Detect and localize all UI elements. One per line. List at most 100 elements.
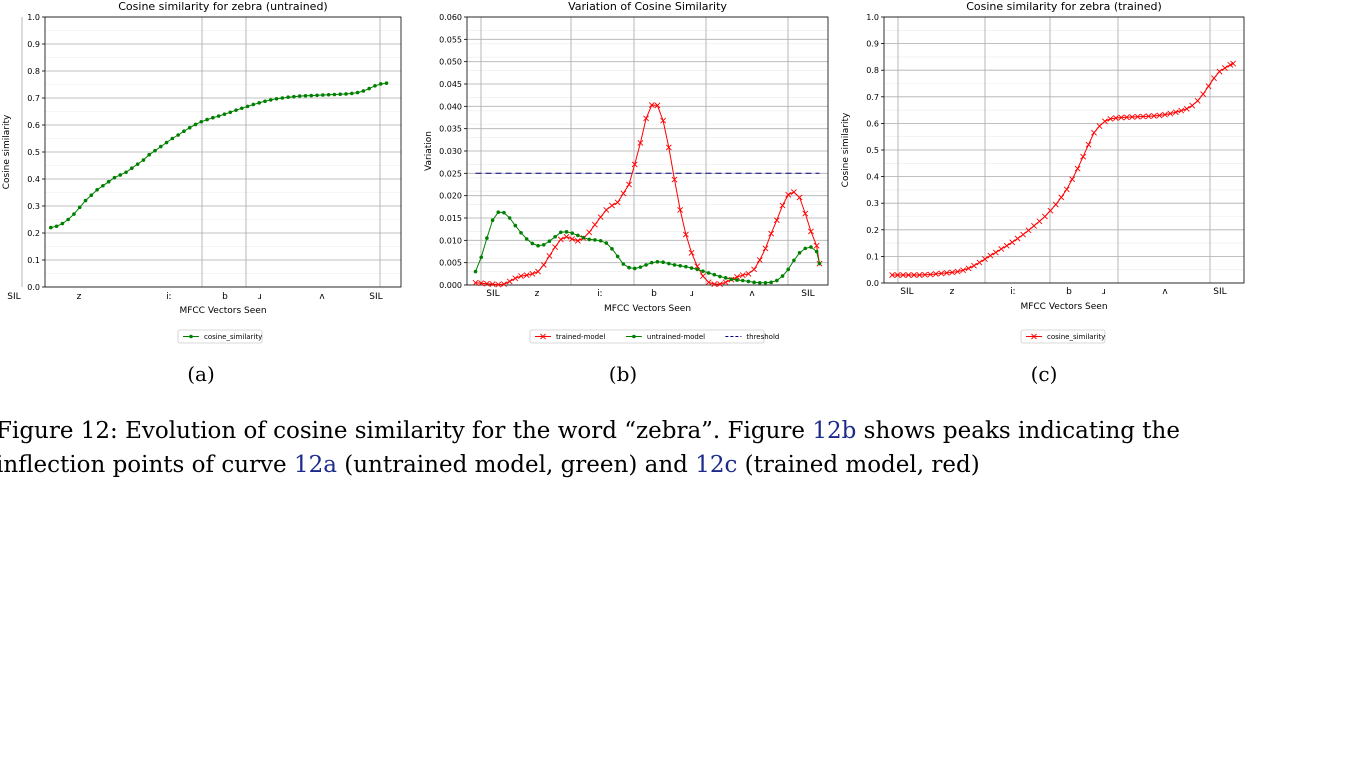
data-point xyxy=(672,263,677,267)
y-tick-label: 0.7 xyxy=(27,94,40,103)
caption-ref-12c[interactable]: 12c xyxy=(695,452,738,478)
data-point xyxy=(1009,239,1016,246)
data-point xyxy=(598,238,603,243)
caption-ref-12a[interactable]: 12a xyxy=(293,452,337,478)
data-point xyxy=(89,193,94,197)
data-point xyxy=(768,230,775,237)
data-point xyxy=(513,223,518,228)
data-point xyxy=(797,251,802,255)
data-point xyxy=(593,238,597,242)
data-point xyxy=(706,271,711,275)
data-point xyxy=(95,188,99,192)
legend-marker xyxy=(1031,333,1037,340)
data-point xyxy=(711,281,718,288)
y-tick-label: 1.0 xyxy=(27,13,40,22)
data-point xyxy=(792,258,796,263)
data-point xyxy=(355,90,360,95)
legend-marker xyxy=(189,334,193,339)
data-point xyxy=(479,255,484,260)
data-point xyxy=(240,106,244,111)
y-tick-label: 0.0 xyxy=(27,283,40,292)
data-point xyxy=(1096,123,1103,129)
data-point xyxy=(1003,242,1010,249)
data-point xyxy=(965,265,972,272)
y-tick-label: 1.0 xyxy=(866,13,879,22)
data-point xyxy=(378,82,383,86)
y-tick-label: 0.010 xyxy=(439,236,462,245)
data-point xyxy=(671,176,678,183)
chart-title: Cosine similarity for zebra (untrained) xyxy=(118,0,327,13)
data-point xyxy=(1052,201,1059,208)
x-tick-label: ʌ xyxy=(319,292,325,302)
data-point xyxy=(489,281,496,288)
data-point xyxy=(541,243,546,247)
data-point xyxy=(921,271,928,278)
data-point xyxy=(637,140,644,146)
data-point xyxy=(814,249,819,254)
x-tick-label: ɹ xyxy=(1102,287,1106,297)
data-point xyxy=(48,225,53,230)
data-point xyxy=(712,272,717,277)
data-point xyxy=(682,231,689,238)
data-point xyxy=(632,266,637,271)
data-point xyxy=(1041,213,1048,220)
data-point xyxy=(1194,97,1201,104)
caption-ref-12b[interactable]: 12b xyxy=(812,418,857,444)
caption-suffix: (trained model, red) xyxy=(737,452,980,478)
data-point xyxy=(187,125,192,130)
data-point xyxy=(507,216,512,220)
x-tick-label: ʌ xyxy=(1162,287,1168,297)
data-point xyxy=(587,237,592,242)
data-point xyxy=(361,89,366,93)
data-point xyxy=(297,94,302,98)
y-tick-label: 0.3 xyxy=(27,202,40,211)
data-point xyxy=(756,257,763,263)
chart-title: Variation of Cosine Similarity xyxy=(568,0,727,13)
data-point xyxy=(718,274,722,279)
data-point xyxy=(130,166,134,170)
y-tick-label: 0.015 xyxy=(439,214,462,223)
data-point xyxy=(540,261,547,268)
x-tick-label: b xyxy=(1066,287,1072,297)
data-point xyxy=(1118,114,1125,121)
data-point xyxy=(512,275,519,282)
series-trained-model xyxy=(472,102,823,288)
data-point xyxy=(501,281,507,288)
y-axis-label: Variation xyxy=(424,131,434,171)
data-point xyxy=(205,117,209,122)
y-axis-label: Cosine similarity xyxy=(2,114,12,189)
data-point xyxy=(614,199,621,206)
data-point xyxy=(1161,111,1168,118)
data-point xyxy=(610,247,614,251)
y-tick-label: 0.2 xyxy=(866,226,879,235)
data-point xyxy=(536,243,540,248)
data-point xyxy=(603,207,610,213)
data-point xyxy=(894,272,901,278)
data-point xyxy=(309,93,314,98)
y-axis-label: Cosine similarity xyxy=(841,112,851,187)
x-tick-label: ɹ xyxy=(690,289,694,299)
data-point xyxy=(998,246,1005,252)
data-point xyxy=(546,253,553,259)
data-point xyxy=(170,136,175,141)
data-point xyxy=(620,190,627,197)
data-point xyxy=(106,179,111,184)
data-point xyxy=(216,114,221,118)
data-point xyxy=(694,263,701,270)
data-point xyxy=(199,119,204,124)
data-point xyxy=(1069,176,1076,183)
caption-prefix: Figure 12: Evolution of cosine similarit… xyxy=(0,418,813,444)
data-point xyxy=(609,202,615,209)
data-point xyxy=(1156,112,1163,119)
data-point xyxy=(785,191,792,198)
data-point xyxy=(1134,113,1141,120)
data-point xyxy=(485,236,489,240)
data-point xyxy=(245,104,250,109)
data-point xyxy=(701,269,705,273)
data-point xyxy=(684,264,688,269)
x-tick-label: SIL xyxy=(801,289,814,299)
data-point xyxy=(523,272,530,279)
x-tick-label: z xyxy=(535,289,540,299)
data-point xyxy=(665,144,672,151)
data-point xyxy=(153,148,157,153)
